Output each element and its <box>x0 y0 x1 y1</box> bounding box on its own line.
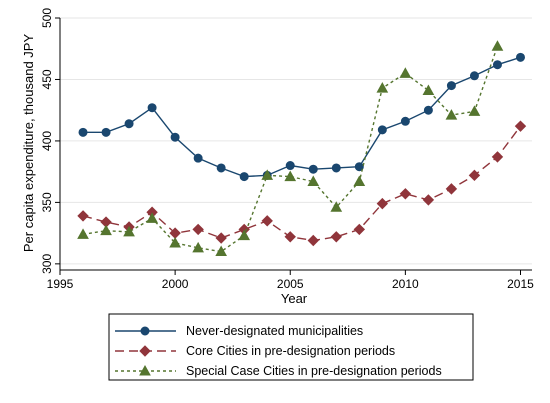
series-line <box>83 56 521 178</box>
x-axis-label: Year <box>281 291 308 306</box>
data-point <box>423 105 433 115</box>
data-point <box>468 169 481 182</box>
data-point <box>353 175 366 186</box>
data-point <box>101 127 111 137</box>
data-point <box>307 234 319 247</box>
data-point <box>330 201 343 212</box>
series-1 <box>78 52 525 182</box>
data-point <box>399 188 412 200</box>
x-tick-label: 1995 <box>47 277 74 291</box>
data-point <box>400 116 410 126</box>
data-point <box>100 224 112 236</box>
data-point <box>445 109 458 120</box>
series-line <box>82 46 499 253</box>
x-tick-label: 2000 <box>162 277 189 291</box>
series-3 <box>77 40 504 257</box>
data-point <box>307 175 320 186</box>
legend-entry: Special Case Cities in pre-designation p… <box>115 364 442 378</box>
x-tick-label: 2010 <box>392 277 419 291</box>
data-point <box>377 125 387 135</box>
data-point <box>469 71 479 81</box>
data-point <box>169 236 181 248</box>
data-point <box>284 170 297 182</box>
data-point <box>492 60 502 70</box>
y-tick-label: 500 <box>40 8 54 28</box>
data-point <box>468 105 481 116</box>
data-point <box>215 232 227 244</box>
data-point <box>124 119 134 129</box>
data-point <box>330 231 342 243</box>
data-point <box>192 241 204 253</box>
data-point <box>77 210 89 222</box>
legend-entry: Core Cities in pre-designation periods <box>115 344 395 358</box>
data-point <box>353 223 366 236</box>
legend-label: Core Cities in pre-designation periods <box>186 344 395 358</box>
data-point <box>123 225 135 237</box>
legend-entry: Never-designated municipalities <box>115 324 363 338</box>
data-point <box>77 228 89 239</box>
data-point <box>261 215 273 227</box>
data-point <box>399 67 412 78</box>
data-point <box>284 231 296 243</box>
data-point <box>285 161 295 171</box>
data-point <box>308 164 318 174</box>
data-point <box>376 197 389 210</box>
y-tick-label: 450 <box>40 69 54 89</box>
axes: 300 350 400 450 500 1995 2000 2005 2010 2015 <box>40 8 534 291</box>
x-tick-label: 2005 <box>277 277 304 291</box>
series-2 <box>77 120 527 247</box>
data-point <box>376 82 389 93</box>
data-point <box>147 103 157 113</box>
data-point <box>192 223 204 236</box>
data-point <box>446 81 456 91</box>
data-point <box>491 151 504 163</box>
data-point <box>261 169 274 180</box>
y-tick-label: 400 <box>40 131 54 151</box>
data-point <box>216 163 226 173</box>
data-point <box>193 153 203 163</box>
data-point <box>422 84 435 96</box>
series-lines <box>77 40 527 257</box>
data-point <box>445 183 458 195</box>
series-line <box>82 125 522 242</box>
y-tick-label: 350 <box>40 192 54 212</box>
data-point <box>422 194 435 206</box>
y-axis-label: Per capita expenditure, thousand JPY <box>21 34 36 253</box>
data-point <box>239 172 249 182</box>
legend-box <box>108 313 474 381</box>
legend-marker <box>139 364 151 376</box>
data-point <box>491 40 504 51</box>
legend-marker <box>140 326 150 336</box>
legend-label: Never-designated municipalities <box>186 324 363 338</box>
data-point <box>331 163 341 173</box>
data-point <box>170 132 180 142</box>
legend: Never-designated municipalities Core Citi… <box>108 313 474 381</box>
x-tick-label: 2015 <box>507 277 534 291</box>
data-point <box>354 162 364 172</box>
legend-marker <box>139 345 151 357</box>
grid-lines <box>60 17 532 265</box>
data-point <box>238 229 251 241</box>
data-point <box>215 245 228 257</box>
y-tick-label: 300 <box>40 254 54 274</box>
data-point <box>514 120 527 132</box>
data-point <box>146 212 158 223</box>
data-point <box>515 52 525 62</box>
data-point <box>78 127 88 137</box>
legend-label: Special Case Cities in pre-designation p… <box>186 364 442 378</box>
